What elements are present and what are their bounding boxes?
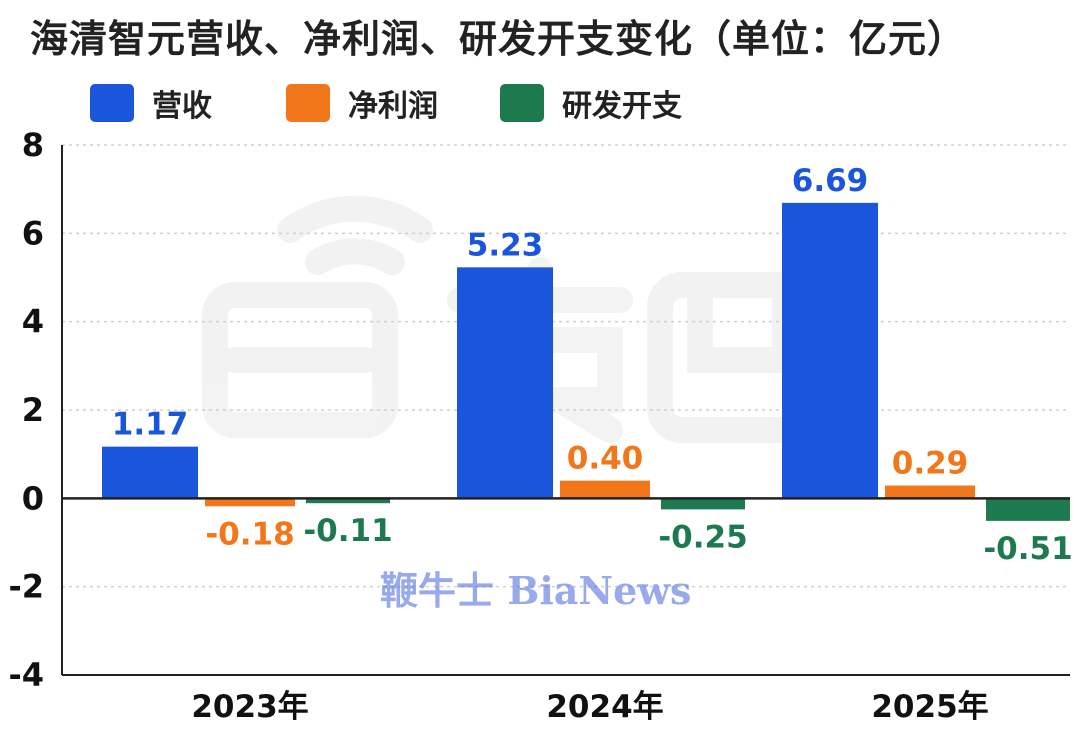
chart-title: 海清智元营收、净利润、研发开支变化（单位：亿元） [30,17,967,61]
legend-item-revenue: 营收 [90,80,212,126]
bar-revenue-2023 [102,446,198,499]
axes [61,145,1070,676]
data-label-net-profit-2023: -0.18 [205,516,294,552]
data-label-rd-expense-2024: -0.25 [658,519,747,555]
legend: 营收 净利润 研发开支 [90,80,790,126]
bar-revenue-2025 [782,202,878,499]
y-tick-label: -2 [8,568,44,606]
x-category-label: 2024年 [546,689,663,725]
y-tick-label: 8 [22,126,44,164]
y-tick-label: 2 [22,391,44,429]
legend-swatch-net-profit [286,84,330,122]
bars [102,202,1070,521]
legend-item-rd-expense: 研发开支 [500,80,682,126]
bar-revenue-2024 [457,267,553,499]
legend-label-revenue: 营收 [152,89,212,124]
data-label-rd-expense-2025: -0.51 [983,531,1072,567]
y-tick-label: 4 [22,303,44,341]
x-category-label: 2023年 [191,689,308,725]
bar-rd-expense-2023 [306,498,390,504]
y-tick-label: 0 [22,479,44,517]
data-label-rd-expense-2023: -0.11 [303,513,392,549]
bar-net-profit-2025 [885,485,975,499]
legend-item-net-profit: 净利润 [286,80,438,126]
legend-swatch-rd-expense [500,84,544,122]
legend-label-net-profit: 净利润 [348,89,438,124]
y-tick-label: -4 [8,656,44,694]
bar-net-profit-2024 [560,480,650,499]
data-label-revenue-2025: 6.69 [792,163,869,199]
y-tick-label: 6 [22,214,44,252]
data-labels: 1.17 -0.18 -0.11 5.23 0.40 -0.25 6.69 0.29 -0.51 [112,163,1073,567]
legend-label-rd-expense: 研发开支 [562,89,682,124]
legend-swatch-revenue [90,84,134,122]
data-label-revenue-2023: 1.17 [112,407,189,443]
bar-rd-expense-2025 [986,498,1070,521]
tick-labels: 8 6 4 2 0 -2 -4 2023年 2024年 2025年 [8,126,988,725]
bar-rd-expense-2024 [661,498,745,510]
x-category-label: 2025年 [871,689,988,725]
data-label-net-profit-2025: 0.29 [892,446,969,482]
data-label-revenue-2024: 5.23 [467,227,544,263]
bar-net-profit-2023 [205,498,295,507]
data-label-net-profit-2024: 0.40 [567,441,644,477]
